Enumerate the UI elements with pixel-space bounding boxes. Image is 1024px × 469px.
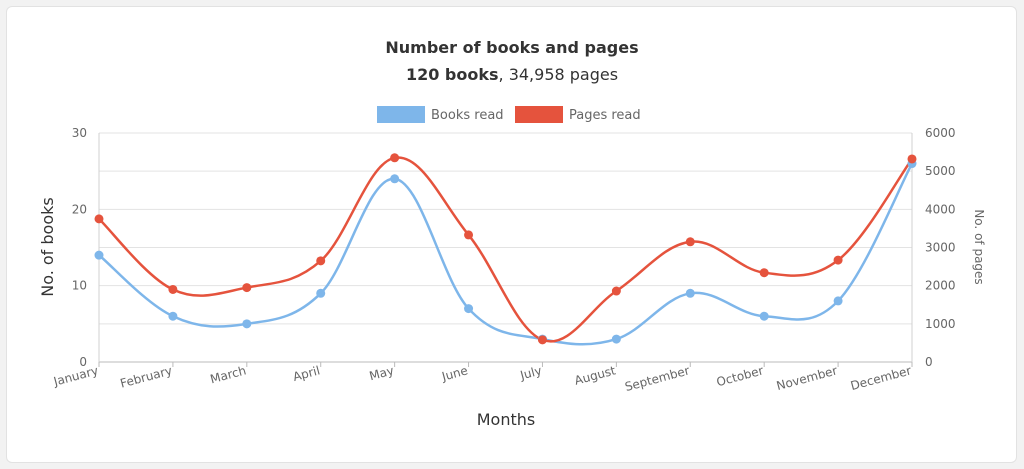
data-point-2[interactable] xyxy=(168,284,178,294)
legend: Books read Pages read xyxy=(377,106,641,123)
data-point-1[interactable] xyxy=(464,304,474,314)
y-axis-right-label: No. of pages xyxy=(972,209,986,284)
y-axis-left: 0 10 20 30 xyxy=(72,126,87,369)
y-tick-right: 2000 xyxy=(925,279,956,293)
x-tick-label: June xyxy=(439,363,469,384)
x-tick-label: February xyxy=(119,363,174,390)
subtitle-pages: , 34,958 pages xyxy=(499,65,619,84)
legend-swatch[interactable] xyxy=(377,106,425,123)
data-point-1[interactable] xyxy=(685,288,695,298)
y-tick-left: 20 xyxy=(72,202,87,216)
gridlines xyxy=(98,132,913,363)
y-tick-right: 6000 xyxy=(925,126,956,140)
chart-subtitle: 120 books, 34,958 pages xyxy=(406,65,618,84)
series-line-2 xyxy=(98,156,914,343)
data-point-2[interactable] xyxy=(685,237,695,247)
y-tick-left: 10 xyxy=(72,279,87,293)
chart-card xyxy=(6,6,1017,463)
data-point-1[interactable] xyxy=(316,288,326,298)
legend-label[interactable]: Pages read xyxy=(569,108,641,123)
data-point-1[interactable] xyxy=(390,174,400,184)
x-axis: January February March April May June July Augu… xyxy=(51,362,913,394)
data-point-1[interactable] xyxy=(759,311,769,321)
x-tick-label: January xyxy=(51,363,100,389)
data-point-1[interactable] xyxy=(94,250,104,260)
data-point-2[interactable] xyxy=(611,286,621,296)
data-point-2[interactable] xyxy=(833,255,843,265)
x-tick-label: September xyxy=(623,363,691,394)
data-point-1[interactable] xyxy=(611,334,621,344)
y-axis-right: 0 1000 2000 3000 4000 5000 6000 xyxy=(925,126,956,369)
data-point-1[interactable] xyxy=(833,296,843,306)
series-lines xyxy=(98,156,914,346)
x-tick-label: November xyxy=(775,363,839,393)
data-point-2[interactable] xyxy=(537,335,547,345)
y-tick-right: 4000 xyxy=(925,202,956,216)
y-tick-right: 1000 xyxy=(925,317,956,331)
x-tick-label: October xyxy=(715,363,765,389)
y-tick-right: 3000 xyxy=(925,241,956,255)
data-point-2[interactable] xyxy=(390,153,400,163)
series-points xyxy=(94,153,917,345)
legend-label[interactable]: Books read xyxy=(431,108,504,123)
y-tick-right: 0 xyxy=(925,355,933,369)
x-axis-label: Months xyxy=(477,410,535,429)
x-tick-label: August xyxy=(573,363,617,387)
y-tick-left: 0 xyxy=(79,355,87,369)
x-tick-label: April xyxy=(291,363,321,384)
y-axis-left-label: No. of books xyxy=(38,197,57,297)
x-tick-label: December xyxy=(849,363,913,393)
data-point-2[interactable] xyxy=(316,256,326,266)
y-tick-right: 5000 xyxy=(925,164,956,178)
data-point-2[interactable] xyxy=(464,230,474,240)
data-point-2[interactable] xyxy=(759,268,769,278)
data-point-1[interactable] xyxy=(242,319,252,329)
data-point-2[interactable] xyxy=(907,154,917,164)
x-tick-label: March xyxy=(209,363,248,386)
y-tick-left: 30 xyxy=(72,126,87,140)
subtitle-books: 120 books xyxy=(406,65,499,84)
series-line-1 xyxy=(98,162,914,346)
data-point-2[interactable] xyxy=(94,214,104,224)
legend-swatch[interactable] xyxy=(515,106,563,123)
chart-title: Number of books and pages xyxy=(385,38,638,57)
data-point-2[interactable] xyxy=(242,283,252,293)
x-tick-label: July xyxy=(518,363,543,382)
x-tick-label: May xyxy=(368,363,396,383)
data-point-1[interactable] xyxy=(168,311,178,321)
